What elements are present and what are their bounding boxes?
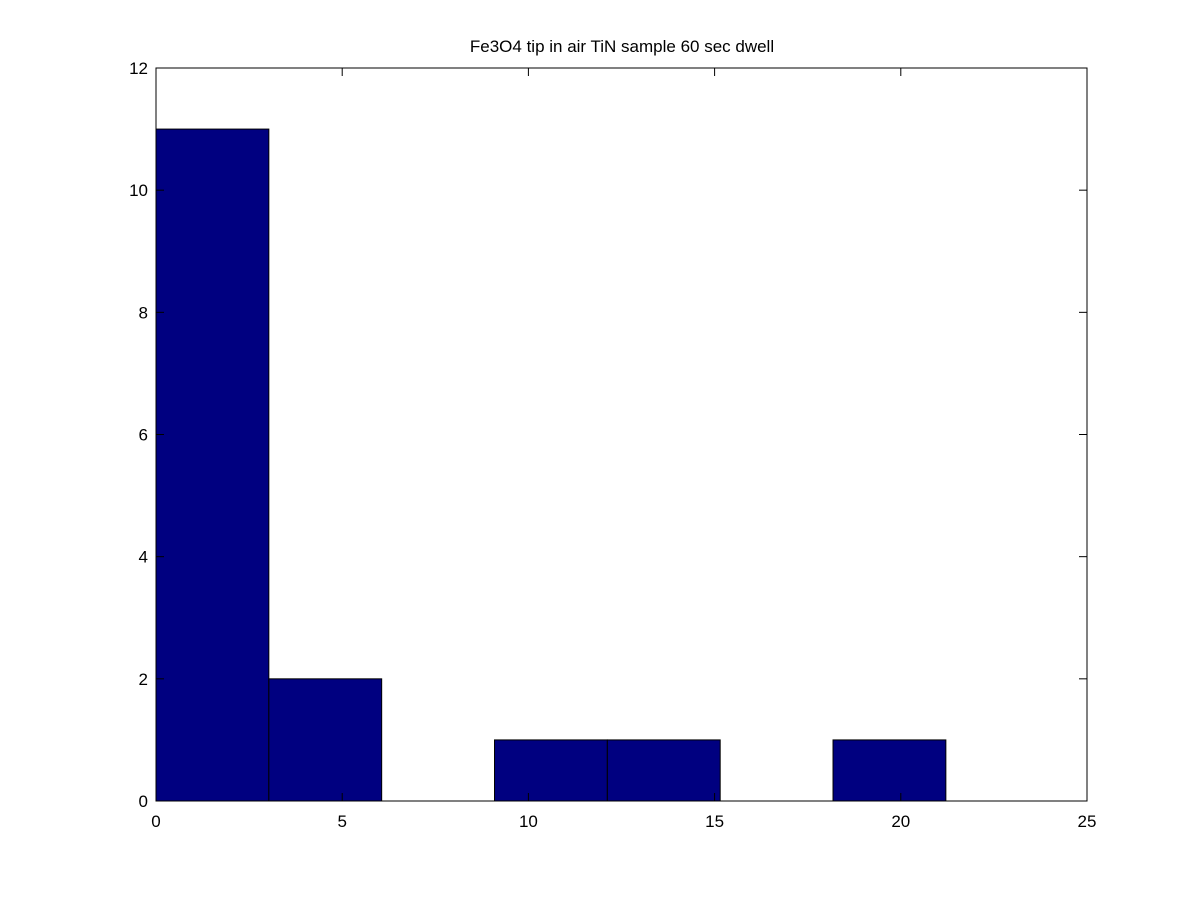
x-tick-label: 25 — [1078, 812, 1097, 831]
y-tick-label: 2 — [139, 670, 148, 689]
axis-tick-labels: 0 5 10 15 20 25 0 2 4 6 8 10 12 — [129, 59, 1096, 831]
y-tick-label: 8 — [139, 303, 148, 322]
y-tick-label: 6 — [139, 426, 148, 445]
y-tick-label: 4 — [139, 548, 148, 567]
y-tick-label: 0 — [139, 792, 148, 811]
y-tick-label: 12 — [129, 59, 148, 78]
histogram-bar-4 — [606, 739, 721, 802]
x-tick-label: 0 — [151, 812, 160, 831]
y-tick-label: 10 — [129, 181, 148, 200]
histogram-bar-3 — [494, 739, 608, 802]
axis-ticks — [155, 67, 1088, 802]
x-tick-label: 20 — [891, 812, 910, 831]
x-tick-label: 15 — [705, 812, 724, 831]
histogram-bars — [155, 128, 947, 802]
chart-title: Fe3O4 tip in air TiN sample 60 sec dwell — [470, 37, 774, 56]
x-tick-label: 5 — [337, 812, 346, 831]
histogram-bar-0 — [155, 128, 270, 802]
histogram-bar-6 — [832, 739, 947, 802]
x-tick-label: 10 — [519, 812, 538, 831]
histogram-bar-1 — [268, 678, 383, 802]
